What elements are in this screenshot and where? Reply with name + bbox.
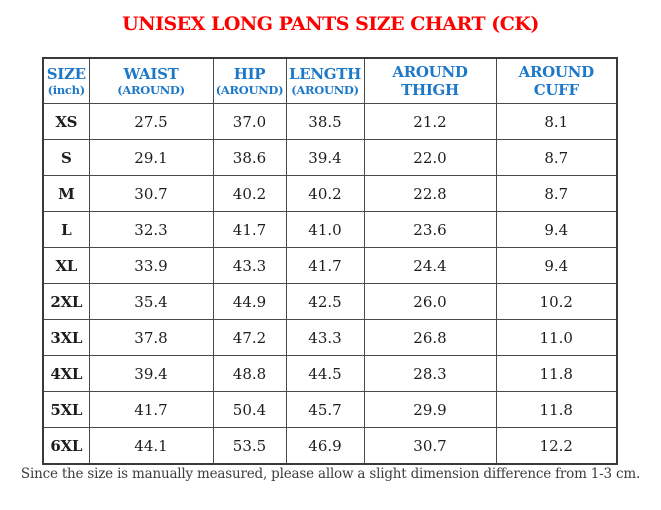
size-cell: 2XL: [42, 283, 90, 320]
size-cell: 5XL: [42, 391, 90, 428]
table-row-xs: XS 27.5 37.0 38.5 21.2 8.1: [42, 103, 618, 140]
hip-cell: 48.8: [212, 355, 287, 392]
hip-cell: 40.2: [212, 175, 287, 212]
thigh-cell: 26.8: [363, 319, 497, 356]
thigh-cell: 22.0: [363, 139, 497, 176]
waist-cell: 44.1: [88, 427, 214, 465]
length-cell: 43.3: [285, 319, 365, 356]
table-row-3xl: 3XL 37.8 47.2 43.3 26.8 11.0: [42, 319, 618, 356]
cuff-cell: 9.4: [495, 211, 618, 248]
waist-cell: 27.5: [88, 103, 214, 140]
cuff-cell: 11.0: [495, 319, 618, 356]
col-header-thigh: AROUND THIGH: [363, 57, 497, 104]
thigh-cell: 24.4: [363, 247, 497, 284]
waist-cell: 41.7: [88, 391, 214, 428]
size-cell: 3XL: [42, 319, 90, 356]
size-cell: 4XL: [42, 355, 90, 392]
waist-cell: 37.8: [88, 319, 214, 356]
cuff-cell: 10.2: [495, 283, 618, 320]
hip-cell: 53.5: [212, 427, 287, 465]
size-cell: S: [42, 139, 90, 176]
hip-cell: 38.6: [212, 139, 287, 176]
col-header-waist-line1: WAIST: [123, 64, 179, 83]
thigh-cell: 28.3: [363, 355, 497, 392]
hip-cell: 50.4: [212, 391, 287, 428]
waist-cell: 30.7: [88, 175, 214, 212]
col-header-hip-line1: HIP: [233, 64, 266, 83]
cuff-cell: 8.7: [495, 139, 618, 176]
col-header-thigh-line2: THIGH: [401, 81, 459, 99]
length-cell: 41.7: [285, 247, 365, 284]
page-title: UNISEX LONG PANTS SIZE CHART (CK): [122, 13, 539, 35]
size-cell: XS: [42, 103, 90, 140]
size-cell: M: [42, 175, 90, 212]
table-row-m: M 30.7 40.2 40.2 22.8 8.7: [42, 175, 618, 212]
thigh-cell: 29.9: [363, 391, 497, 428]
col-header-thigh-line1: AROUND: [392, 63, 468, 81]
cuff-cell: 12.2: [495, 427, 618, 465]
length-cell: 41.0: [285, 211, 365, 248]
thigh-cell: 30.7: [363, 427, 497, 465]
table-row-6xl: 6XL 44.1 53.5 46.9 30.7 12.2: [42, 427, 618, 465]
size-cell: L: [42, 211, 90, 248]
waist-cell: 33.9: [88, 247, 214, 284]
length-cell: 42.5: [285, 283, 365, 320]
length-cell: 46.9: [285, 427, 365, 465]
col-header-size-line1: SIZE: [46, 64, 86, 83]
hip-cell: 43.3: [212, 247, 287, 284]
col-header-hip: HIP (AROUND): [212, 57, 287, 104]
hip-cell: 37.0: [212, 103, 287, 140]
col-header-length-line1: LENGTH: [288, 64, 362, 83]
waist-cell: 35.4: [88, 283, 214, 320]
thigh-cell: 23.6: [363, 211, 497, 248]
col-header-length-line2: (AROUND): [291, 82, 359, 97]
length-cell: 38.5: [285, 103, 365, 140]
cuff-cell: 11.8: [495, 355, 618, 392]
measurement-disclaimer: Since the size is manually measured, ple…: [20, 466, 641, 482]
col-header-size-line2: (inch): [47, 82, 85, 97]
col-header-cuff-line2: CUFF: [533, 81, 579, 99]
col-header-length: LENGTH (AROUND): [285, 57, 365, 104]
col-header-cuff: AROUND CUFF: [495, 57, 618, 104]
header-row: SIZE (inch) WAIST (AROUND) HIP (AROUND) …: [42, 57, 618, 104]
waist-cell: 29.1: [88, 139, 214, 176]
cuff-cell: 8.7: [495, 175, 618, 212]
waist-cell: 32.3: [88, 211, 214, 248]
table-row-l: L 32.3 41.7 41.0 23.6 9.4: [42, 211, 618, 248]
table-row-5xl: 5XL 41.7 50.4 45.7 29.9 11.8: [42, 391, 618, 428]
col-header-hip-line2: (AROUND): [215, 82, 284, 97]
size-chart-table: SIZE (inch) WAIST (AROUND) HIP (AROUND) …: [42, 57, 618, 465]
length-cell: 40.2: [285, 175, 365, 212]
table-row-4xl: 4XL 39.4 48.8 44.5 28.3 11.8: [42, 355, 618, 392]
cuff-cell: 9.4: [495, 247, 618, 284]
size-cell: 6XL: [42, 427, 90, 465]
size-cell: XL: [42, 247, 90, 284]
table-row-2xl: 2XL 35.4 44.9 42.5 26.0 10.2: [42, 283, 618, 320]
col-header-waist-line2: (AROUND): [117, 82, 185, 97]
hip-cell: 41.7: [212, 211, 287, 248]
cuff-cell: 11.8: [495, 391, 618, 428]
col-header-waist: WAIST (AROUND): [88, 57, 214, 104]
cuff-cell: 8.1: [495, 103, 618, 140]
thigh-cell: 22.8: [363, 175, 497, 212]
waist-cell: 39.4: [88, 355, 214, 392]
table-row-s: S 29.1 38.6 39.4 22.0 8.7: [42, 139, 618, 176]
length-cell: 45.7: [285, 391, 365, 428]
hip-cell: 44.9: [212, 283, 287, 320]
hip-cell: 47.2: [212, 319, 287, 356]
thigh-cell: 26.0: [363, 283, 497, 320]
col-header-size: SIZE (inch): [42, 57, 90, 104]
length-cell: 44.5: [285, 355, 365, 392]
table-row-xl: XL 33.9 43.3 41.7 24.4 9.4: [42, 247, 618, 284]
length-cell: 39.4: [285, 139, 365, 176]
thigh-cell: 21.2: [363, 103, 497, 140]
col-header-cuff-line1: AROUND: [518, 63, 594, 81]
